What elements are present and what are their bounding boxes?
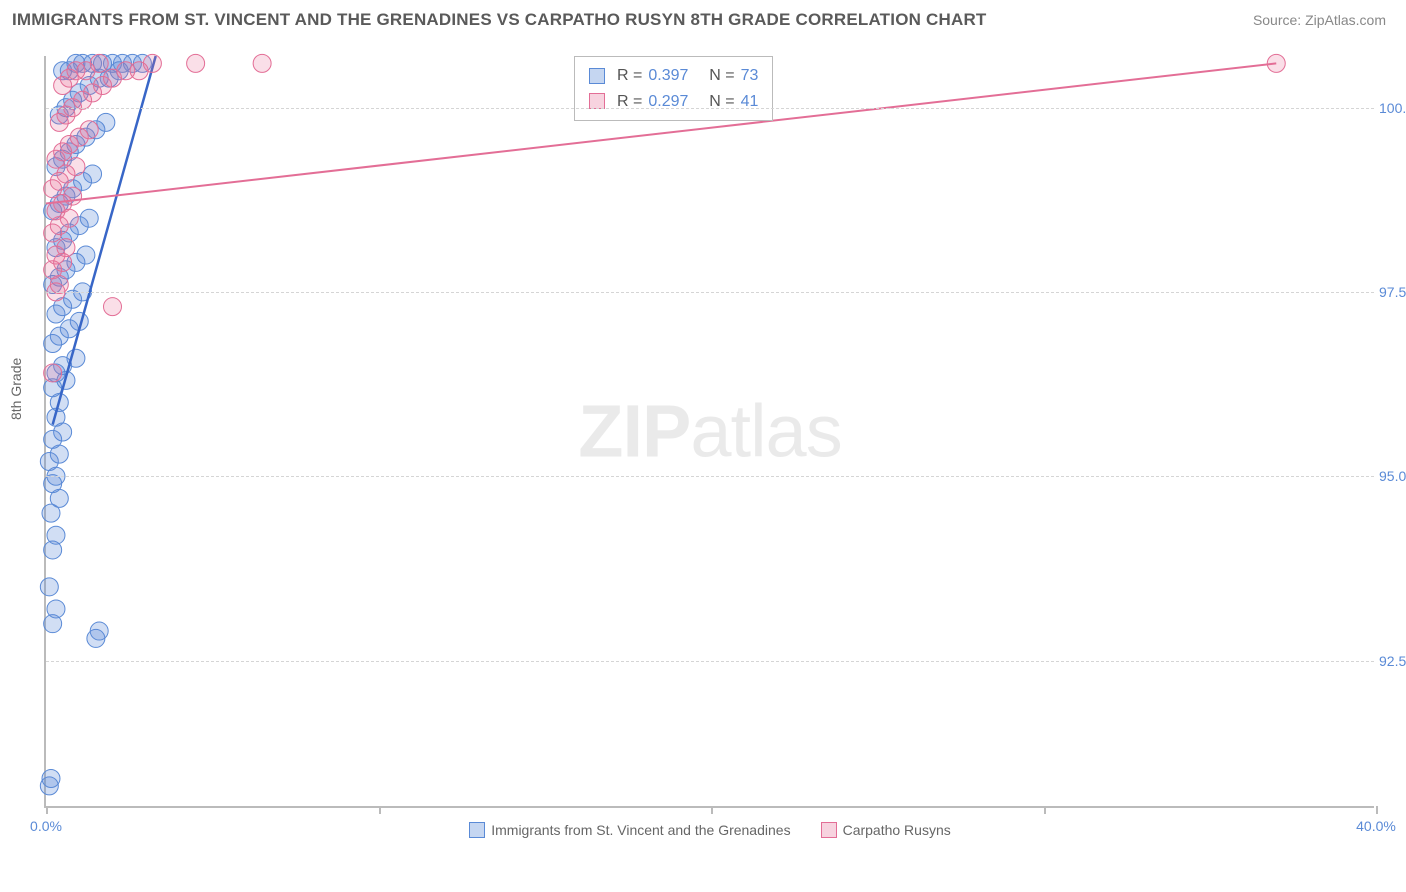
- data-point: [40, 578, 58, 596]
- x-tick-label: 0.0%: [30, 818, 62, 834]
- data-point: [90, 622, 108, 640]
- data-point: [47, 526, 65, 544]
- data-point: [104, 298, 122, 316]
- data-point: [80, 209, 98, 227]
- data-point: [97, 113, 115, 131]
- x-tick: [1376, 806, 1378, 814]
- x-tick: [379, 806, 381, 814]
- data-point: [57, 239, 75, 257]
- source-attribution: Source: ZipAtlas.com: [1253, 12, 1386, 28]
- legend-item-b: Carpatho Rusyns: [821, 822, 951, 838]
- data-point: [77, 246, 95, 264]
- source-label: Source:: [1253, 12, 1305, 28]
- legend-item-a: Immigrants from St. Vincent and the Gren…: [469, 822, 790, 838]
- stats-legend: R = 0.397 N = 73 R = 0.297 N = 41: [574, 56, 773, 121]
- gridline-h: [46, 108, 1374, 109]
- y-tick-label: 92.5%: [1379, 653, 1406, 669]
- data-point: [90, 54, 108, 72]
- y-axis-label: 8th Grade: [8, 358, 24, 420]
- r-value-b: 0.297: [648, 89, 688, 115]
- gridline-h: [46, 661, 1374, 662]
- data-point: [64, 187, 82, 205]
- data-point: [253, 54, 271, 72]
- n-label: N =: [709, 63, 734, 89]
- r-value-a: 0.397: [648, 63, 688, 89]
- gridline-h: [46, 292, 1374, 293]
- x-tick: [46, 806, 48, 814]
- legend-label-a: Immigrants from St. Vincent and the Gren…: [491, 822, 790, 838]
- n-label: N =: [709, 89, 734, 115]
- stats-row-series-a: R = 0.397 N = 73: [589, 63, 758, 89]
- y-tick-label: 100.0%: [1379, 100, 1406, 116]
- r-label: R =: [617, 89, 642, 115]
- data-point: [80, 121, 98, 139]
- x-tick: [1044, 806, 1046, 814]
- data-point: [44, 364, 62, 382]
- legend-bottom: Immigrants from St. Vincent and the Gren…: [46, 822, 1374, 838]
- data-point: [42, 770, 60, 788]
- swatch-a-icon: [469, 822, 485, 838]
- stats-row-series-b: R = 0.297 N = 41: [589, 89, 758, 115]
- plot-area: ZIPatlas R = 0.397 N = 73 R = 0.297 N = …: [44, 56, 1374, 808]
- data-point: [187, 54, 205, 72]
- n-value-b: 41: [741, 89, 759, 115]
- header: IMMIGRANTS FROM ST. VINCENT AND THE GREN…: [0, 0, 1406, 40]
- x-tick: [711, 806, 713, 814]
- y-tick-label: 97.5%: [1379, 284, 1406, 300]
- data-point: [84, 165, 102, 183]
- chart-title: IMMIGRANTS FROM ST. VINCENT AND THE GREN…: [12, 10, 987, 30]
- source-value: ZipAtlas.com: [1305, 12, 1386, 28]
- x-tick-label: 40.0%: [1356, 818, 1396, 834]
- swatch-series-a: [589, 68, 605, 84]
- n-value-a: 73: [741, 63, 759, 89]
- swatch-b-icon: [821, 822, 837, 838]
- gridline-h: [46, 476, 1374, 477]
- scatter-svg: [46, 56, 1374, 806]
- data-point: [143, 54, 161, 72]
- data-point: [47, 600, 65, 618]
- data-point: [67, 158, 85, 176]
- y-tick-label: 95.0%: [1379, 468, 1406, 484]
- r-label: R =: [617, 63, 642, 89]
- legend-label-b: Carpatho Rusyns: [843, 822, 951, 838]
